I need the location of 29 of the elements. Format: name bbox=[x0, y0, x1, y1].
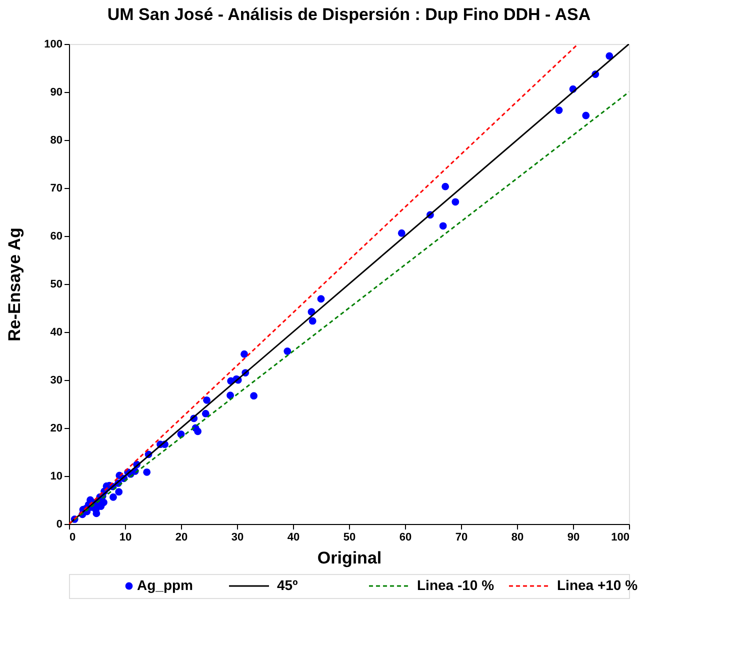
legend-label: Linea -10 % bbox=[417, 577, 495, 593]
x-tick-label: 10 bbox=[119, 532, 132, 544]
y-tick-label: 60 bbox=[50, 230, 62, 242]
y-tick-label: 70 bbox=[50, 182, 62, 194]
y-tick-label: 30 bbox=[50, 374, 62, 386]
x-axis-title: Original bbox=[317, 548, 382, 568]
y-tick-label: 40 bbox=[50, 326, 62, 338]
x-tick-label: 30 bbox=[231, 532, 244, 544]
y-tick-label: 10 bbox=[50, 470, 62, 482]
y-tick-label: 100 bbox=[44, 38, 62, 50]
chart-title: UM San José - Análisis de Dispersión : Dup Fino DDH - ASA bbox=[107, 5, 591, 24]
y-tick-label: 0 bbox=[56, 518, 62, 530]
y-tick-label: 80 bbox=[50, 134, 62, 146]
legend-label: Ag_ppm bbox=[137, 577, 193, 593]
x-tick-label: 0 bbox=[70, 532, 76, 544]
x-tick-label: 70 bbox=[455, 532, 468, 544]
x-tick-label: 50 bbox=[343, 532, 356, 544]
x-tick-label: 40 bbox=[287, 532, 300, 544]
x-tick-label: 60 bbox=[399, 532, 412, 544]
x-tick-label: 80 bbox=[511, 532, 524, 544]
x-tick-label: 20 bbox=[175, 532, 188, 544]
y-tick-label: 50 bbox=[50, 278, 62, 290]
y-axis-title: Re-Ensaye Ag bbox=[5, 228, 24, 342]
x-tick-label: 90 bbox=[567, 532, 580, 544]
x-tick-label: 100 bbox=[611, 532, 630, 544]
legend-label: 45º bbox=[277, 577, 298, 593]
legend-label: Linea +10 % bbox=[557, 577, 638, 593]
y-tick-label: 20 bbox=[50, 422, 62, 434]
y-tick-label: 90 bbox=[50, 86, 62, 98]
